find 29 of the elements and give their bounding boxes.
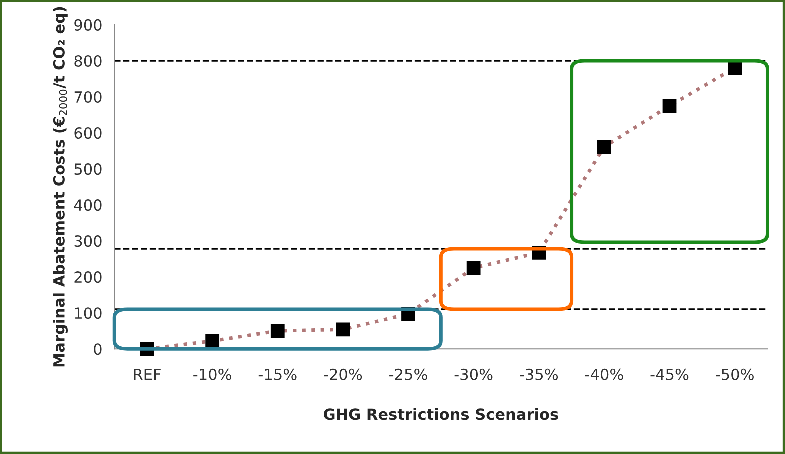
y-tick-label: 700 xyxy=(74,91,102,104)
y-tick-label: 800 xyxy=(74,55,102,68)
y-tick-label: 0 xyxy=(94,344,102,356)
y-axis-title: Marginal Abatement Costs (€$_{2000}$/t CO₂ eq) xyxy=(53,7,68,367)
x-tick-label: -40% xyxy=(585,368,624,380)
x-tick-label: REF xyxy=(134,369,161,380)
point xyxy=(598,140,612,154)
point xyxy=(206,334,220,348)
point xyxy=(336,322,350,337)
y-tick-label: 600 xyxy=(74,127,102,140)
x-tick-label: -30% xyxy=(454,368,493,380)
y-tick-label: 100 xyxy=(75,308,102,320)
x-tick-label: -50% xyxy=(716,368,754,380)
point xyxy=(728,61,742,76)
y-tick-label: 300 xyxy=(74,236,102,248)
point xyxy=(466,261,481,276)
y-tick-label: 200 xyxy=(74,272,102,284)
x-tick-label: -25% xyxy=(390,368,428,380)
x-tick-label: -15% xyxy=(258,368,297,380)
y-tick-label: 500 xyxy=(74,164,102,176)
x-tick-label: -35% xyxy=(520,368,558,380)
x-axis-title: GHG Restrictions Scenarios xyxy=(324,408,558,420)
y-tick-label: 400 xyxy=(74,200,102,212)
x-tick-label: -10% xyxy=(194,368,232,380)
x-tick-label: -20% xyxy=(324,368,362,380)
y-tick-label: 900 xyxy=(74,19,102,31)
point xyxy=(662,99,677,113)
x-tick-label: -45% xyxy=(650,368,689,380)
point xyxy=(270,324,285,338)
